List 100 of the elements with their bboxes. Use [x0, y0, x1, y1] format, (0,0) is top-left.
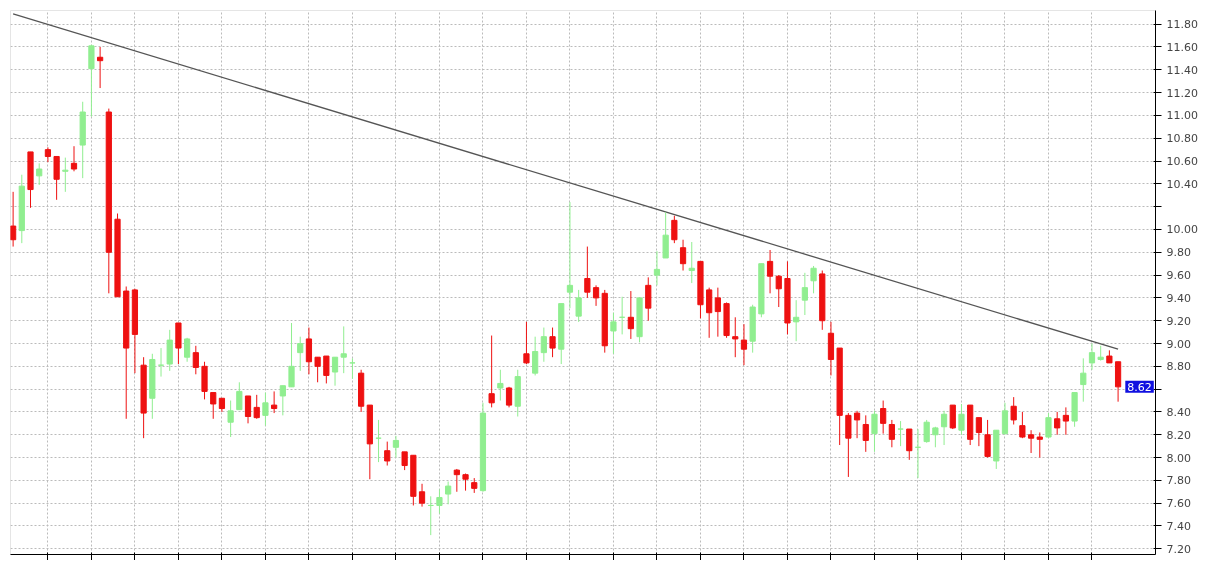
candlestick: [653, 250, 661, 286]
candlestick: [532, 336, 539, 376]
y-tick-label: 11.40: [1166, 63, 1198, 77]
y-tick-label: 7.60: [1166, 497, 1191, 511]
candlestick: [940, 410, 948, 446]
y-tick-label: 11.80: [1166, 18, 1198, 32]
y-tick-label: 7.40: [1166, 519, 1191, 533]
candlestick: [1019, 411, 1026, 439]
candlestick: [244, 395, 252, 424]
candlestick: [445, 481, 452, 505]
candlestick: [575, 289, 582, 323]
candlestick: [331, 356, 339, 387]
y-tick-label: 9.80: [1166, 246, 1191, 260]
y-tick-label: 8.20: [1166, 428, 1191, 442]
candlestick: [1010, 396, 1017, 425]
candlestick: [584, 246, 591, 299]
y-tick-label: 10.40: [1166, 177, 1198, 191]
candlestick: [671, 215, 678, 244]
y-tick-label: 10.60: [1166, 155, 1198, 169]
y-tick-label: 8.40: [1166, 405, 1191, 419]
candlestick: [566, 201, 574, 309]
candlestick: [1088, 343, 1096, 371]
candlestick: [862, 414, 869, 453]
candlestick: [662, 211, 669, 259]
candlestick: [906, 428, 913, 461]
y-tick-label: 9.20: [1166, 314, 1191, 328]
candlestick: [323, 355, 330, 384]
candlestick: [488, 335, 495, 408]
candlestick: [436, 488, 443, 514]
y-tick-label: 11.00: [1166, 109, 1198, 123]
candlestick: [958, 403, 965, 436]
candlestick: [740, 323, 748, 366]
candlestick: [392, 435, 400, 459]
candlestick: [1001, 402, 1009, 436]
y-tick-label: 9.00: [1166, 337, 1191, 351]
candlestick: [975, 417, 982, 447]
candlestick: [897, 420, 904, 447]
candlestick: [801, 272, 808, 316]
candlestick: [853, 410, 861, 439]
candlestick: [706, 287, 713, 339]
candlestick: [166, 329, 173, 372]
candlestick: [1080, 357, 1087, 403]
text: 8.62: [1127, 380, 1152, 394]
candlestick: [871, 410, 878, 453]
candlestick: [297, 336, 304, 372]
candlestick: [62, 157, 69, 193]
candlestick: [70, 145, 78, 172]
candlestick: [1054, 411, 1061, 436]
candlestick: [766, 249, 774, 294]
y-tick-label: 8.00: [1166, 451, 1191, 465]
candlestick: [888, 419, 895, 448]
candlestick: [10, 191, 17, 248]
candlestick: [88, 44, 95, 118]
candlestick: [44, 146, 52, 163]
candlestick: [497, 369, 504, 402]
candlestick: [305, 327, 313, 375]
candlestick: [880, 400, 887, 435]
candlestick: [271, 390, 278, 414]
candlestick: [627, 290, 634, 340]
y-tick-label: 7.80: [1166, 474, 1191, 488]
candlestick: [610, 312, 617, 355]
candlestick: [253, 394, 260, 420]
y-tick-label: 9.60: [1166, 269, 1191, 283]
candlestick: [714, 287, 721, 338]
y-tick-label: 11.60: [1166, 40, 1198, 54]
candlestick: [349, 357, 356, 380]
y-tick-label: 10.00: [1166, 223, 1198, 237]
candlestick: [775, 274, 782, 308]
candlestick: [679, 239, 687, 272]
candlestick: [732, 316, 739, 358]
candlestick: [210, 392, 217, 420]
candlestick: [1045, 412, 1052, 439]
candlestick: [192, 345, 199, 375]
candlestick: [262, 392, 269, 427]
candlestick: [236, 381, 243, 411]
candlestick: [314, 356, 321, 383]
candlestick: [688, 241, 695, 284]
candlestick: [845, 412, 852, 478]
candlestick: [810, 265, 817, 294]
y-tick-label: 10.80: [1166, 132, 1198, 146]
candlestick: [401, 451, 408, 471]
y-tick-label: 7.20: [1166, 542, 1191, 556]
candlestick: [1027, 429, 1035, 454]
y-tick-label: 11.20: [1166, 86, 1198, 100]
candlestick: [227, 400, 234, 438]
y-tick-label: 9.40: [1166, 291, 1191, 305]
candlestick: [279, 385, 286, 416]
candlestick: [645, 276, 652, 322]
candlestick: [1062, 406, 1069, 436]
candlestick: [549, 327, 556, 358]
candlestick: [523, 321, 530, 365]
y-tick-label: 8.80: [1166, 360, 1191, 374]
candlestick: [923, 419, 930, 444]
candlestick: [384, 441, 391, 467]
candlestick: [1036, 431, 1043, 459]
candlestick: [984, 419, 991, 459]
candlestick: [53, 155, 60, 201]
candlestick: [418, 483, 426, 508]
candlestick: [36, 162, 43, 186]
candlestick: [540, 327, 547, 363]
